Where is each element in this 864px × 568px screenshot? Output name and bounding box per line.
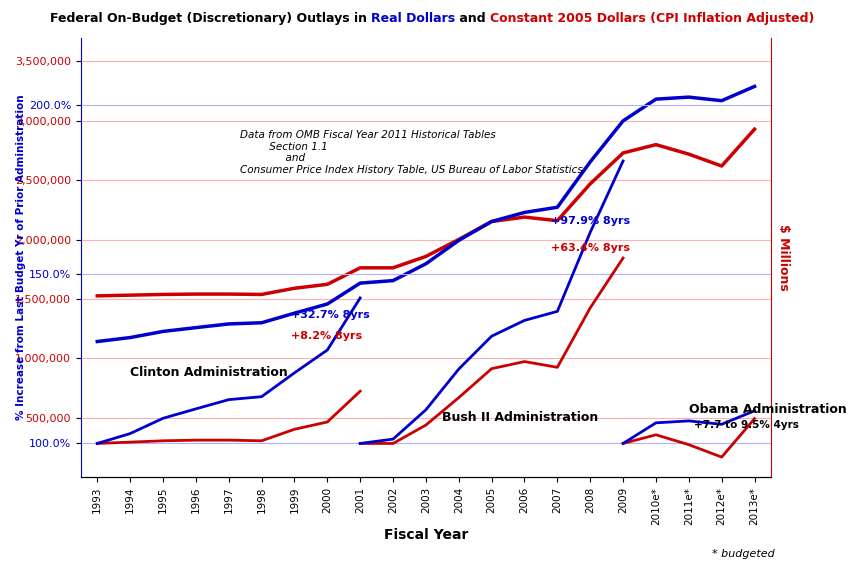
- Text: +8.2% 8yrs: +8.2% 8yrs: [291, 331, 362, 341]
- Text: +7.7 to 9.5% 4yrs: +7.7 to 9.5% 4yrs: [694, 420, 798, 430]
- Text: +32.7% 8yrs: +32.7% 8yrs: [291, 310, 370, 320]
- Y-axis label: % Increase from Last Budget Yr of Prior Administration: % Increase from Last Budget Yr of Prior …: [16, 95, 26, 420]
- Text: Bush II Administration: Bush II Administration: [442, 411, 599, 424]
- Text: * budgeted: * budgeted: [712, 549, 774, 559]
- Text: Data from OMB Fiscal Year 2011 Historical Tables
         Section 1.1
          : Data from OMB Fiscal Year 2011 Historica…: [239, 130, 582, 175]
- Text: Constant 2005 Dollars (CPI Inflation Adjusted): Constant 2005 Dollars (CPI Inflation Adj…: [490, 12, 815, 26]
- Text: Clinton Administration: Clinton Administration: [130, 366, 288, 379]
- Text: +63.4% 8yrs: +63.4% 8yrs: [550, 243, 630, 253]
- Text: +97.9% 8yrs: +97.9% 8yrs: [550, 216, 630, 225]
- Text: Obama Administration: Obama Administration: [689, 403, 847, 416]
- Text: Federal On-Budget (Discretionary) Outlays in: Federal On-Budget (Discretionary) Outlay…: [49, 12, 371, 26]
- Text: and: and: [455, 12, 490, 26]
- X-axis label: Fiscal Year: Fiscal Year: [384, 528, 468, 542]
- Y-axis label: $ Millions: $ Millions: [778, 224, 791, 291]
- Text: Real Dollars: Real Dollars: [371, 12, 455, 26]
